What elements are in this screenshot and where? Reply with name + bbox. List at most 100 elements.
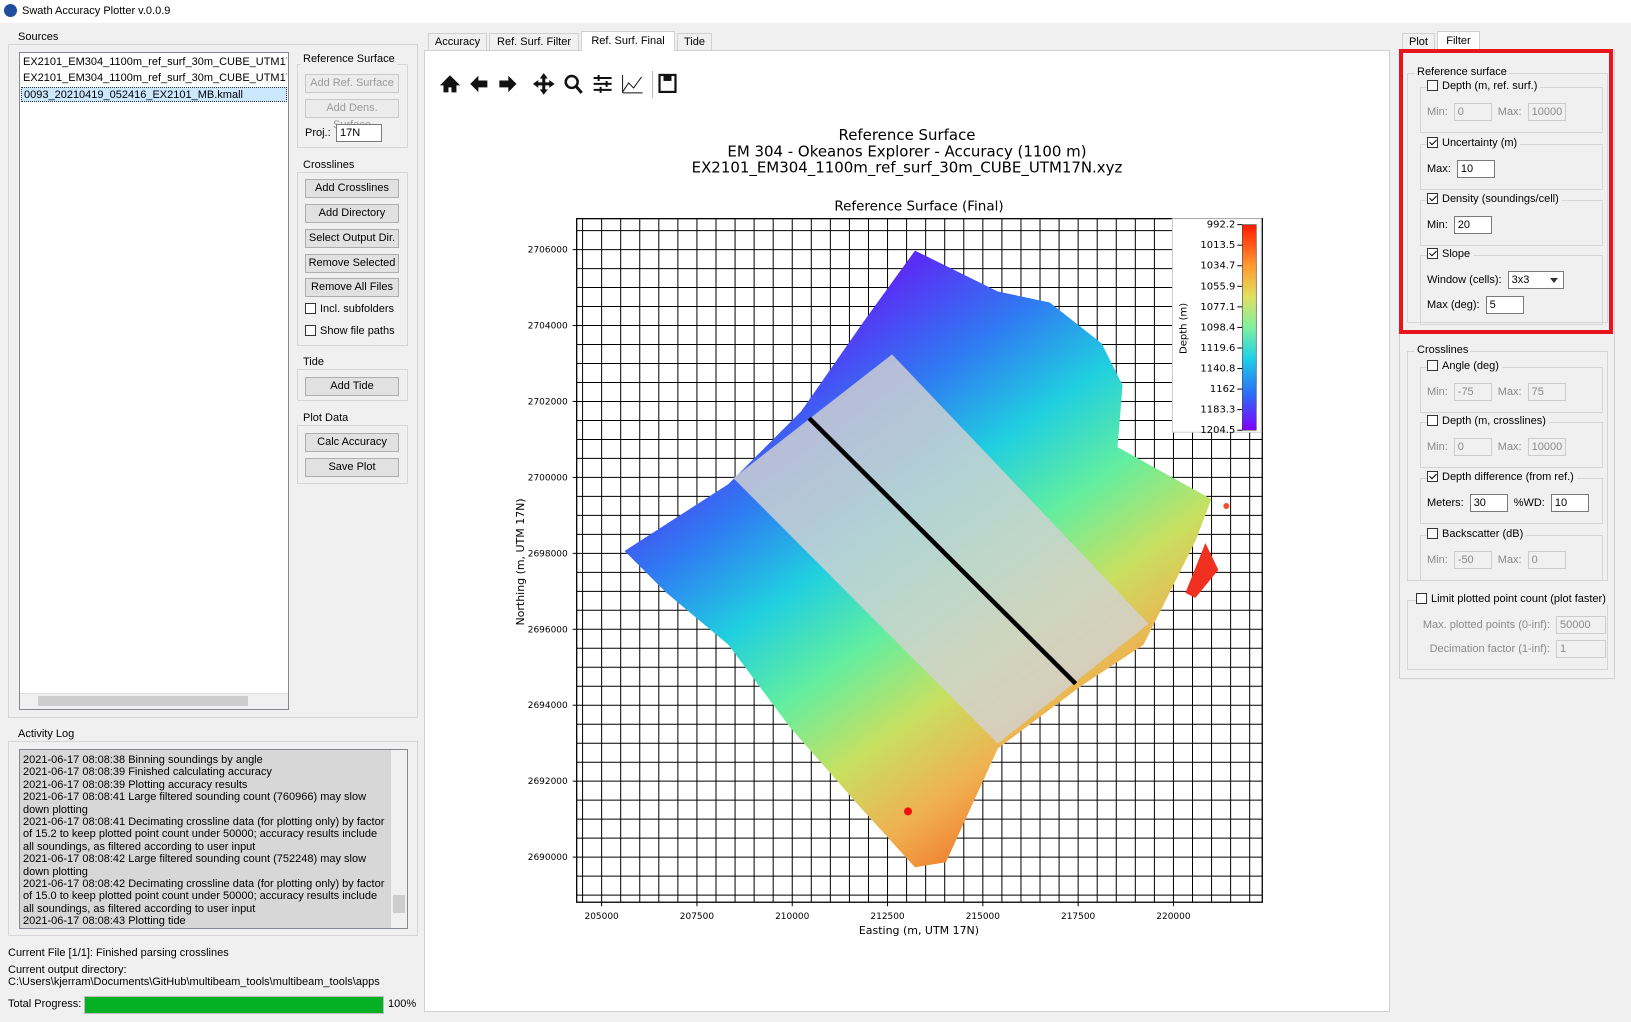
checkbox-row[interactable]: Depth difference (from ref.): [1427, 471, 1577, 483]
checkbox-row[interactable]: Uncertainty (m): [1427, 137, 1521, 149]
tab[interactable]: Plot: [1402, 33, 1435, 50]
group-label: Reference Surface: [301, 53, 397, 65]
checkbox[interactable]: [1427, 471, 1438, 482]
checkbox[interactable]: [305, 303, 316, 314]
log-line: 2021-06-17 08:08:41 Decimating crossline…: [23, 816, 385, 853]
checkbox-row[interactable]: Angle (deg): [1427, 360, 1502, 372]
text-field[interactable]: 10: [1550, 494, 1589, 512]
text-field: 0: [1527, 551, 1566, 569]
checkbox-row[interactable]: Slope: [1427, 248, 1474, 260]
log-text: 2021-06-17 08:08:38 Binning soundings by…: [23, 754, 388, 928]
log-box: 2021-06-17 08:08:38 Binning soundings by…: [19, 749, 408, 929]
button[interactable]: Add Tide: [305, 377, 399, 396]
scroll-thumb[interactable]: [393, 895, 405, 913]
suptitle: EX2101_EM304_1100m_ref_surf_30m_CUBE_UTM…: [692, 159, 1123, 178]
field-row: Min: 0 Max: 10000: [1427, 438, 1566, 456]
button[interactable]: Add Crosslines: [305, 179, 399, 198]
x-tick-label: 205000: [585, 912, 620, 922]
colorbar-tick-label: 1183.3: [1200, 405, 1235, 416]
checkbox[interactable]: [1427, 193, 1438, 204]
file-item[interactable]: 0093_20210419_052416_EX2101_MB.kmall: [21, 87, 287, 102]
y-tick-label: 2694000: [528, 701, 568, 711]
x-tick-label: 212500: [870, 912, 905, 922]
colorbar-tick-label: 1077.1: [1200, 302, 1235, 313]
text-field: 0: [1453, 103, 1492, 121]
back-icon: [470, 75, 488, 93]
colorbar-tick-label: 1034.7: [1200, 261, 1235, 272]
field-label: Min:: [1427, 441, 1448, 453]
field-label: Max. plotted points (0-inf):: [1422, 619, 1550, 631]
checkbox-row[interactable]: Limit plotted point count (plot faster): [1416, 593, 1609, 605]
tab[interactable]: Filter: [1437, 31, 1480, 51]
y-tick-label: 2704000: [528, 322, 568, 332]
text-field[interactable]: 5: [1485, 296, 1524, 314]
progress-text: 100%: [388, 998, 417, 1010]
field-label: Min:: [1427, 554, 1448, 566]
text-field[interactable]: 10: [1456, 160, 1495, 178]
x-tick-label: 217500: [1061, 912, 1096, 922]
checkbox-row[interactable]: Incl. subfolders: [305, 303, 394, 315]
checkbox-row[interactable]: Density (soundings/cell): [1427, 193, 1562, 205]
field-label: Max (deg):: [1427, 299, 1480, 311]
file-list: EX2101_EM304_1100m_ref_surf_30m_CUBE_UTM…: [19, 52, 289, 710]
button[interactable]: Calc Accuracy: [305, 433, 399, 452]
checkbox[interactable]: [1427, 137, 1438, 148]
checkbox-row[interactable]: Depth (m, ref. surf.): [1427, 80, 1541, 92]
checkbox[interactable]: [1427, 528, 1438, 539]
colorbar-label: Depth (m): [1178, 303, 1189, 354]
log-line: 2021-06-17 08:08:41 Large filtered sound…: [23, 791, 367, 816]
button: Add Dens. Surface: [305, 99, 399, 131]
tide-group: [297, 369, 408, 401]
app-icon: [4, 4, 17, 17]
combo-box[interactable]: 3x3: [1507, 271, 1564, 289]
combo-arrow: [1549, 278, 1558, 283]
field-label: %WD:: [1513, 497, 1545, 509]
tab[interactable]: Tide: [677, 33, 712, 50]
y-tick-label: 2692000: [528, 777, 568, 787]
text-field: -75: [1453, 383, 1492, 401]
file-item[interactable]: EX2101_EM304_1100m_ref_surf_30m_CUBE_UTM…: [23, 56, 287, 68]
tab[interactable]: Ref. Surf. Final: [581, 31, 675, 51]
scroll-thumb[interactable]: [38, 696, 248, 706]
field-row: Min: 20: [1427, 216, 1492, 234]
tab[interactable]: Accuracy: [428, 33, 487, 50]
checkbox-row[interactable]: Depth (m, crosslines): [1427, 415, 1549, 427]
checkbox-label: Depth (m, crosslines): [1442, 415, 1546, 427]
field-label: Window (cells):: [1427, 274, 1502, 286]
tab[interactable]: Ref. Surf. Filter: [489, 33, 579, 50]
checkbox[interactable]: [1416, 593, 1427, 604]
pan-icon: [532, 73, 555, 95]
field-row: Decimation factor (1-inf): 1: [1430, 640, 1606, 658]
button[interactable]: Remove Selected: [305, 254, 399, 273]
log-line: 2021-06-17 08:08:39 Plotting accuracy re…: [23, 778, 248, 791]
file-item[interactable]: EX2101_EM304_1100m_ref_surf_30m_CUBE_UTM…: [23, 72, 287, 84]
button: Add Ref. Surface: [305, 74, 399, 93]
checkbox-label: Depth difference (from ref.): [1442, 471, 1574, 483]
button[interactable]: Remove All Files: [305, 278, 399, 297]
button[interactable]: Save Plot: [305, 458, 399, 477]
checkbox-row[interactable]: Backscatter (dB): [1427, 528, 1527, 540]
text-field[interactable]: 30: [1469, 494, 1508, 512]
progress-bar: [85, 997, 383, 1013]
checkbox[interactable]: [1427, 248, 1438, 259]
button[interactable]: Add Directory: [305, 204, 399, 223]
text-field[interactable]: 20: [1453, 216, 1492, 234]
proj-combo[interactable]: 17N: [336, 124, 382, 142]
checkbox[interactable]: [1427, 415, 1438, 426]
checkbox[interactable]: [1427, 360, 1438, 371]
checkbox[interactable]: [305, 325, 316, 336]
field-label: Meters:: [1427, 497, 1464, 509]
subplot-title: Reference Surface (Final): [834, 199, 1003, 215]
checkbox-row[interactable]: Show file paths: [305, 325, 395, 337]
surface-patch: [1223, 503, 1230, 510]
field-row: Max. plotted points (0-inf): 50000: [1423, 616, 1606, 634]
colorbar-tick-label: 1119.6: [1200, 343, 1235, 354]
log-line: 2021-06-17 08:08:42 Decimating crossline…: [23, 878, 385, 915]
y-tick-label: 2698000: [528, 549, 568, 559]
button[interactable]: Select Output Dir.: [305, 229, 399, 248]
zoom-icon: [564, 74, 579, 90]
activity-log-group: [8, 741, 418, 936]
field-row: Min: -75 Max: 75: [1427, 383, 1566, 401]
checkbox[interactable]: [1427, 80, 1438, 91]
field-row: Window (cells): 3x3: [1427, 271, 1564, 289]
